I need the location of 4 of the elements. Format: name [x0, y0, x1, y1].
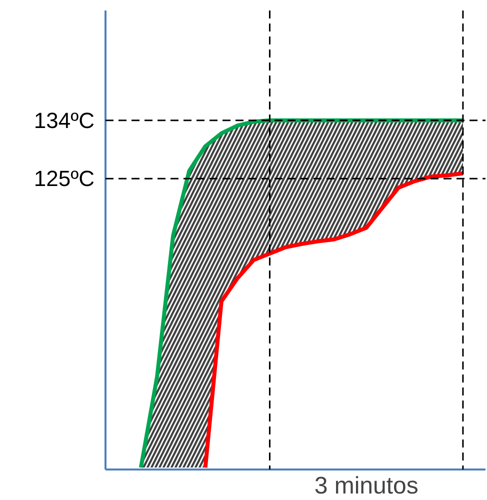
line-series: [203, 171, 465, 470]
text: 3 minutos: [314, 472, 418, 500]
y-tick-label: 134ºC: [34, 108, 95, 133]
y-tick-label: 125ºC: [34, 166, 95, 192]
